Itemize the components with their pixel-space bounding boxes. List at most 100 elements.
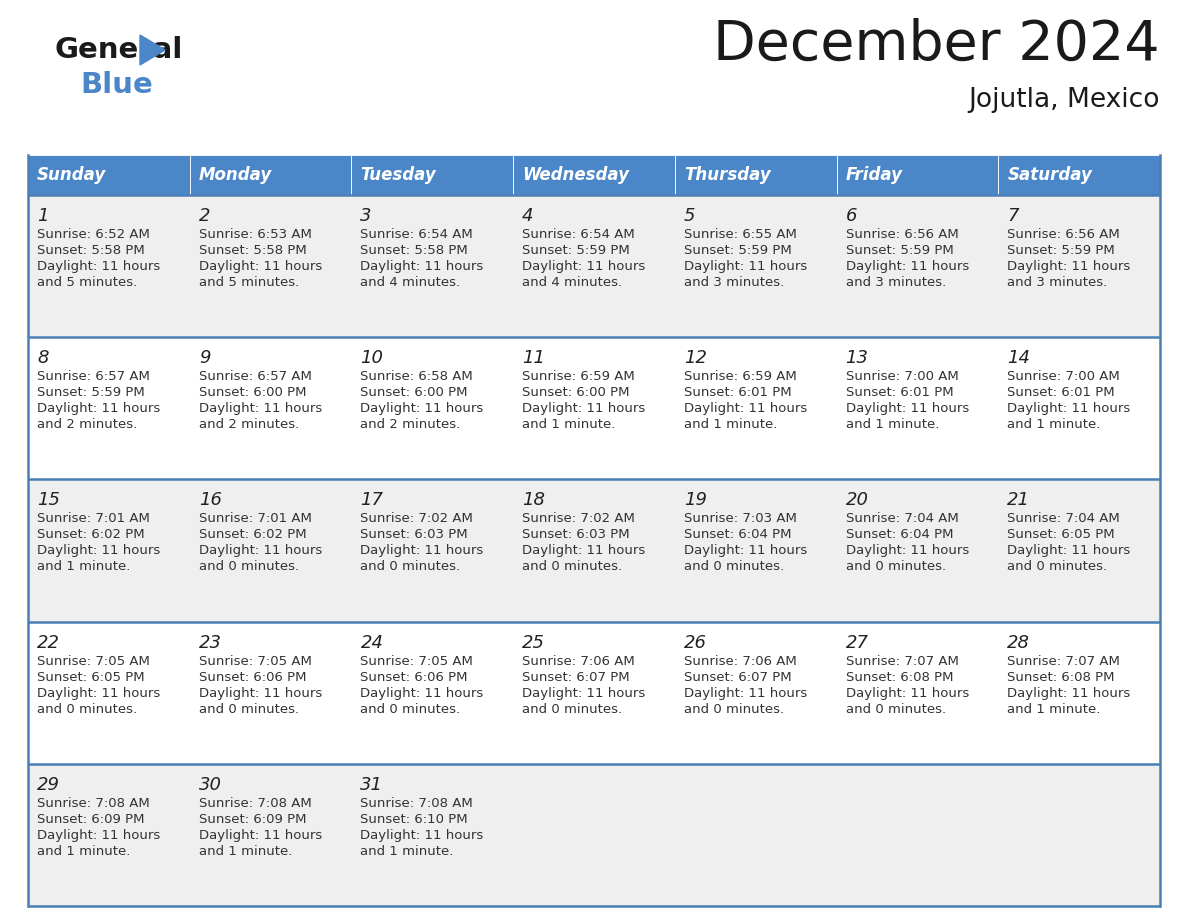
Text: Sunrise: 6:57 AM: Sunrise: 6:57 AM xyxy=(37,370,150,383)
Text: Daylight: 11 hours: Daylight: 11 hours xyxy=(523,402,645,415)
Text: and 2 minutes.: and 2 minutes. xyxy=(37,419,138,431)
Text: Jojutla, Mexico: Jojutla, Mexico xyxy=(968,87,1159,113)
Text: Sunset: 6:09 PM: Sunset: 6:09 PM xyxy=(198,812,307,826)
Text: Friday: Friday xyxy=(846,166,903,184)
Text: Sunrise: 6:56 AM: Sunrise: 6:56 AM xyxy=(846,228,959,241)
Text: Daylight: 11 hours: Daylight: 11 hours xyxy=(360,402,484,415)
Text: Daylight: 11 hours: Daylight: 11 hours xyxy=(684,687,807,700)
Text: and 0 minutes.: and 0 minutes. xyxy=(37,702,137,716)
Text: Daylight: 11 hours: Daylight: 11 hours xyxy=(523,544,645,557)
Text: and 1 minute.: and 1 minute. xyxy=(37,560,131,574)
Text: Daylight: 11 hours: Daylight: 11 hours xyxy=(198,402,322,415)
Text: 19: 19 xyxy=(684,491,707,509)
Text: and 1 minute.: and 1 minute. xyxy=(37,845,131,857)
Text: Sunset: 6:08 PM: Sunset: 6:08 PM xyxy=(1007,671,1114,684)
Text: Sunrise: 6:54 AM: Sunrise: 6:54 AM xyxy=(523,228,634,241)
Bar xyxy=(29,621,1159,764)
Text: Sunrise: 7:07 AM: Sunrise: 7:07 AM xyxy=(1007,655,1120,667)
Text: 5: 5 xyxy=(684,207,695,225)
Text: 22: 22 xyxy=(37,633,61,652)
Text: and 1 minute.: and 1 minute. xyxy=(1007,702,1100,716)
Text: 23: 23 xyxy=(198,633,222,652)
Text: Sunset: 5:59 PM: Sunset: 5:59 PM xyxy=(1007,244,1116,257)
Text: Sunset: 6:01 PM: Sunset: 6:01 PM xyxy=(684,386,791,399)
Text: Sunday: Sunday xyxy=(37,166,106,184)
Text: Daylight: 11 hours: Daylight: 11 hours xyxy=(684,402,807,415)
Bar xyxy=(513,155,675,195)
Text: 31: 31 xyxy=(360,776,384,794)
Text: and 0 minutes.: and 0 minutes. xyxy=(684,702,784,716)
Text: Sunrise: 7:05 AM: Sunrise: 7:05 AM xyxy=(37,655,150,667)
Text: Sunset: 5:59 PM: Sunset: 5:59 PM xyxy=(846,244,953,257)
Text: 21: 21 xyxy=(1007,491,1030,509)
Text: 4: 4 xyxy=(523,207,533,225)
Text: and 2 minutes.: and 2 minutes. xyxy=(360,419,461,431)
Text: and 0 minutes.: and 0 minutes. xyxy=(360,702,461,716)
Text: Daylight: 11 hours: Daylight: 11 hours xyxy=(523,260,645,273)
Text: and 1 minute.: and 1 minute. xyxy=(360,845,454,857)
Text: Daylight: 11 hours: Daylight: 11 hours xyxy=(198,687,322,700)
Text: and 0 minutes.: and 0 minutes. xyxy=(1007,560,1107,574)
Text: Sunset: 6:07 PM: Sunset: 6:07 PM xyxy=(523,671,630,684)
Text: 10: 10 xyxy=(360,349,384,367)
Text: Sunrise: 7:00 AM: Sunrise: 7:00 AM xyxy=(846,370,959,383)
Text: Sunset: 6:01 PM: Sunset: 6:01 PM xyxy=(1007,386,1114,399)
Text: and 4 minutes.: and 4 minutes. xyxy=(523,276,623,289)
Text: Sunrise: 7:01 AM: Sunrise: 7:01 AM xyxy=(198,512,311,525)
Text: Daylight: 11 hours: Daylight: 11 hours xyxy=(523,687,645,700)
Text: Tuesday: Tuesday xyxy=(360,166,436,184)
Text: 8: 8 xyxy=(37,349,49,367)
Text: Daylight: 11 hours: Daylight: 11 hours xyxy=(360,687,484,700)
Text: Thursday: Thursday xyxy=(684,166,771,184)
Text: Sunrise: 7:08 AM: Sunrise: 7:08 AM xyxy=(198,797,311,810)
Text: Sunrise: 7:04 AM: Sunrise: 7:04 AM xyxy=(1007,512,1120,525)
Polygon shape xyxy=(140,35,165,65)
Text: Daylight: 11 hours: Daylight: 11 hours xyxy=(846,260,969,273)
Text: 15: 15 xyxy=(37,491,61,509)
Text: Sunset: 5:58 PM: Sunset: 5:58 PM xyxy=(37,244,145,257)
Text: 9: 9 xyxy=(198,349,210,367)
Text: Daylight: 11 hours: Daylight: 11 hours xyxy=(37,687,160,700)
Text: and 0 minutes.: and 0 minutes. xyxy=(684,560,784,574)
Text: Sunrise: 6:55 AM: Sunrise: 6:55 AM xyxy=(684,228,797,241)
Text: and 3 minutes.: and 3 minutes. xyxy=(1007,276,1107,289)
Text: Sunset: 6:09 PM: Sunset: 6:09 PM xyxy=(37,812,145,826)
Text: 3: 3 xyxy=(360,207,372,225)
Text: Sunrise: 6:52 AM: Sunrise: 6:52 AM xyxy=(37,228,150,241)
Text: 16: 16 xyxy=(198,491,222,509)
Text: Sunrise: 7:04 AM: Sunrise: 7:04 AM xyxy=(846,512,959,525)
Text: and 0 minutes.: and 0 minutes. xyxy=(846,560,946,574)
Bar xyxy=(352,155,513,195)
Text: Sunset: 6:00 PM: Sunset: 6:00 PM xyxy=(198,386,307,399)
Text: 29: 29 xyxy=(37,776,61,794)
Text: Sunrise: 7:03 AM: Sunrise: 7:03 AM xyxy=(684,512,797,525)
Text: 11: 11 xyxy=(523,349,545,367)
Text: and 0 minutes.: and 0 minutes. xyxy=(846,702,946,716)
Text: Sunrise: 7:07 AM: Sunrise: 7:07 AM xyxy=(846,655,959,667)
Text: Sunrise: 6:57 AM: Sunrise: 6:57 AM xyxy=(198,370,311,383)
Text: Sunrise: 7:02 AM: Sunrise: 7:02 AM xyxy=(523,512,636,525)
Text: 2: 2 xyxy=(198,207,210,225)
Text: Daylight: 11 hours: Daylight: 11 hours xyxy=(360,260,484,273)
Text: and 5 minutes.: and 5 minutes. xyxy=(37,276,138,289)
Text: Daylight: 11 hours: Daylight: 11 hours xyxy=(1007,402,1131,415)
Text: 17: 17 xyxy=(360,491,384,509)
Text: Sunset: 6:02 PM: Sunset: 6:02 PM xyxy=(37,529,145,542)
Bar xyxy=(29,764,1159,906)
Text: 24: 24 xyxy=(360,633,384,652)
Bar xyxy=(29,479,1159,621)
Text: 20: 20 xyxy=(846,491,868,509)
Text: and 1 minute.: and 1 minute. xyxy=(1007,419,1100,431)
Text: Sunset: 5:58 PM: Sunset: 5:58 PM xyxy=(360,244,468,257)
Text: Sunset: 6:07 PM: Sunset: 6:07 PM xyxy=(684,671,791,684)
Text: Sunset: 6:08 PM: Sunset: 6:08 PM xyxy=(846,671,953,684)
Text: Sunrise: 6:54 AM: Sunrise: 6:54 AM xyxy=(360,228,473,241)
Text: Sunrise: 6:58 AM: Sunrise: 6:58 AM xyxy=(360,370,473,383)
Text: Daylight: 11 hours: Daylight: 11 hours xyxy=(684,544,807,557)
Text: Sunset: 6:04 PM: Sunset: 6:04 PM xyxy=(684,529,791,542)
Text: and 0 minutes.: and 0 minutes. xyxy=(523,702,623,716)
Text: 28: 28 xyxy=(1007,633,1030,652)
Text: Daylight: 11 hours: Daylight: 11 hours xyxy=(37,544,160,557)
Text: Daylight: 11 hours: Daylight: 11 hours xyxy=(37,829,160,842)
Text: 1: 1 xyxy=(37,207,49,225)
